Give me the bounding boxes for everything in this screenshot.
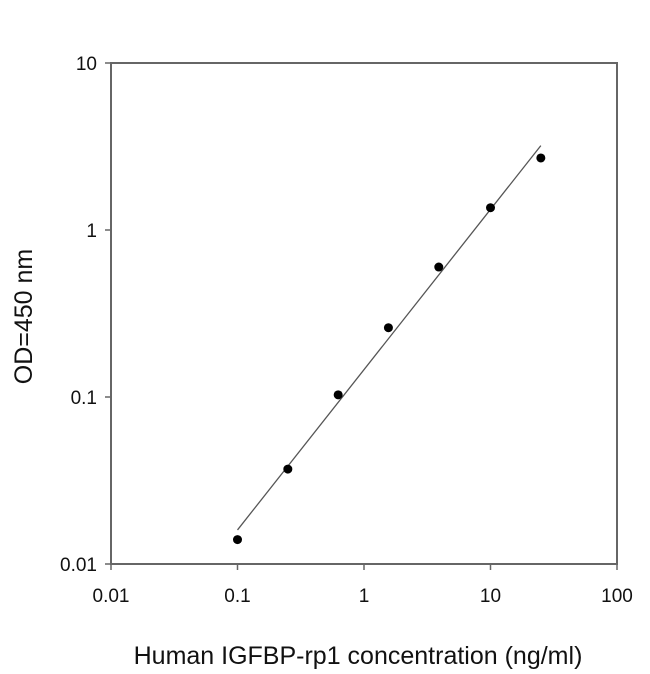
plot-frame bbox=[110, 62, 618, 565]
y-axis-ticks: 0.01 0.1 1 10 bbox=[60, 54, 111, 576]
fit-line bbox=[236, 145, 542, 531]
x-tick-label: 0.01 bbox=[93, 586, 130, 607]
x-axis-ticks: 0.01 0.1 1 10 100 bbox=[93, 564, 633, 607]
data-point bbox=[536, 153, 546, 163]
data-point bbox=[434, 262, 444, 272]
data-point bbox=[383, 323, 393, 333]
x-tick-label: 0.1 bbox=[224, 586, 250, 607]
data-point bbox=[333, 390, 343, 400]
y-axis-title: OD=450 nm bbox=[10, 249, 38, 385]
y-tick-label: 1 bbox=[86, 221, 97, 242]
data-point bbox=[486, 203, 495, 213]
series-layer bbox=[233, 145, 546, 545]
y-tick-label: 10 bbox=[76, 54, 97, 75]
x-tick-label: 100 bbox=[601, 586, 633, 607]
x-tick-label: 1 bbox=[359, 586, 370, 607]
data-point bbox=[233, 535, 242, 545]
y-tick-label: 0.01 bbox=[60, 555, 97, 576]
data-point bbox=[283, 464, 293, 474]
x-tick-label: 10 bbox=[480, 586, 501, 607]
x-axis-title: Human IGFBP-rp1 concentration (ng/ml) bbox=[134, 642, 583, 670]
y-tick-label: 0.1 bbox=[71, 388, 97, 409]
